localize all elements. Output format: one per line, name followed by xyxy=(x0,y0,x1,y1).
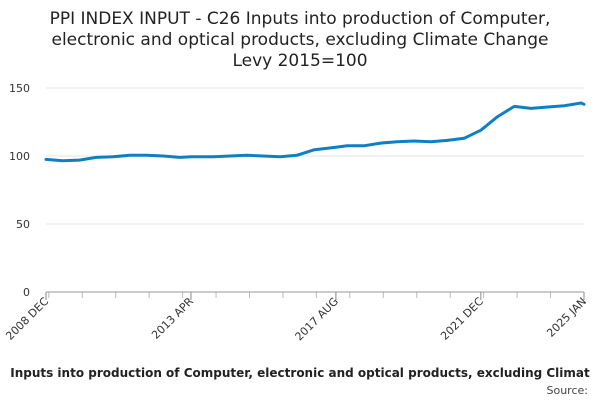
chart-title-line: Levy 2015=100 xyxy=(232,51,367,71)
x-tick-label: 2008 DEC xyxy=(3,295,51,343)
y-axis-ticks: 0 50 100 150 xyxy=(9,82,30,299)
x-axis-ticks: 2008 DEC 2013 APR 2017 AUG 2021 DEC 2025 JAN xyxy=(3,292,589,343)
y-tick-label: 100 xyxy=(9,150,30,163)
chart-title: PPI INDEX INPUT - C26 Inputs into produc… xyxy=(50,9,551,71)
legend-label: Inputs into production of Computer, elec… xyxy=(10,366,590,380)
y-tick-label: 50 xyxy=(16,218,30,231)
y-tick-label: 0 xyxy=(23,286,30,299)
x-tick-label: 2021 DEC xyxy=(438,295,486,343)
x-tick-label: 2013 APR xyxy=(149,295,196,342)
series-line xyxy=(44,101,586,163)
source-label: Source: xyxy=(547,384,589,397)
chart-title-line: PPI INDEX INPUT - C26 Inputs into produc… xyxy=(50,9,551,29)
x-tick-label: 2017 AUG xyxy=(293,295,342,344)
x-tick-label: 2025 JAN xyxy=(544,295,589,340)
y-tick-label: 150 xyxy=(9,82,30,95)
chart-title-line: electronic and optical products, excludi… xyxy=(52,30,549,50)
